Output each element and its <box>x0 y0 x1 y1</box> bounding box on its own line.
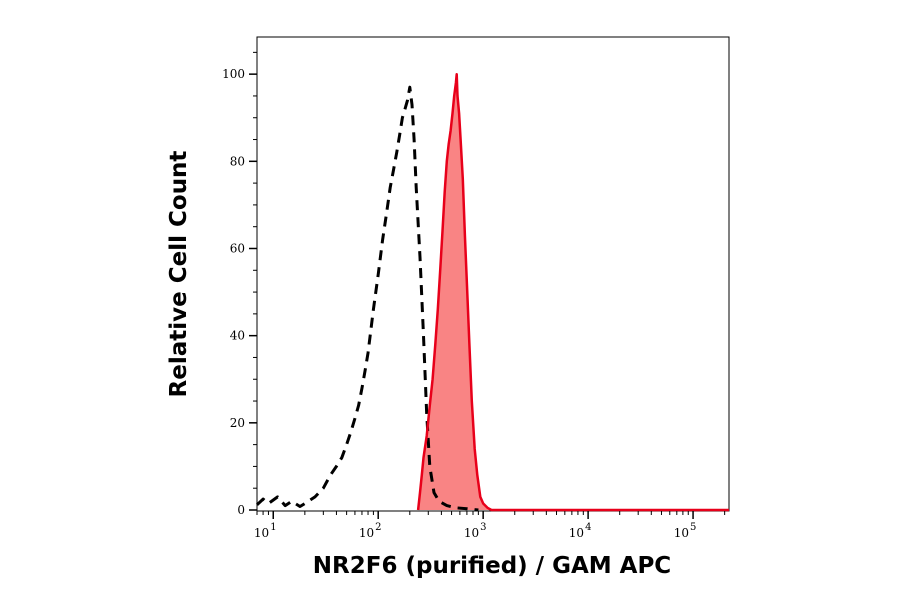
y-tick-label: 40 <box>230 329 245 343</box>
y-axis-title: Relative Cell Count <box>166 151 192 398</box>
x-tick-label: 104 <box>569 522 592 540</box>
x-tick-label: 101 <box>254 522 277 540</box>
x-axis-title: NR2F6 (purified) / GAM APC <box>313 553 671 579</box>
y-tick-label: 20 <box>230 416 245 430</box>
x-tick-label: 103 <box>464 522 487 540</box>
x-tick-label: 105 <box>674 522 697 540</box>
y-tick-label: 60 <box>230 241 245 255</box>
series-0-line <box>255 85 479 512</box>
y-tick-label: 80 <box>230 154 245 168</box>
y-tick-label: 0 <box>237 503 245 517</box>
series-1-line <box>416 72 729 512</box>
y-tick-label: 100 <box>222 67 245 81</box>
plot-frame <box>256 36 730 512</box>
x-tick-label: 102 <box>359 522 382 540</box>
series-1-fill <box>418 74 729 510</box>
